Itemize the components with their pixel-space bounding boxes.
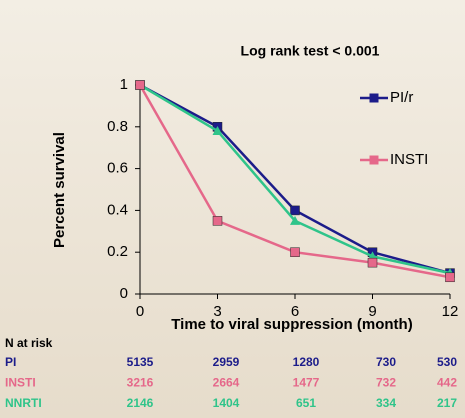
y-axis-label: Percent survival — [51, 132, 68, 248]
marker — [446, 273, 455, 282]
risk-value: 730 — [376, 355, 396, 369]
risk-row-label: INSTI — [5, 376, 36, 390]
risk-value: 3216 — [127, 376, 154, 390]
series-line — [140, 85, 450, 273]
risk-value: 2664 — [213, 376, 240, 390]
risk-value: 651 — [296, 396, 316, 410]
legend-label: PI/r — [390, 89, 413, 106]
y-tick-label: 0 — [120, 285, 128, 302]
risk-value: 5135 — [127, 355, 154, 369]
y-tick-label: 0.4 — [107, 201, 128, 218]
y-tick-label: 1 — [120, 76, 128, 93]
x-tick-label: 6 — [291, 303, 299, 320]
risk-value: 2959 — [213, 355, 240, 369]
marker — [291, 206, 300, 215]
y-tick-label: 0.6 — [107, 160, 128, 177]
legend-marker — [370, 94, 379, 103]
x-tick-label: 12 — [442, 303, 459, 320]
risk-value: 442 — [437, 376, 457, 390]
risk-value: 2146 — [127, 396, 154, 410]
risk-value: 217 — [437, 396, 457, 410]
risk-row-label: PI — [5, 355, 16, 369]
risk-value: 732 — [376, 376, 396, 390]
x-tick-label: 9 — [368, 303, 376, 320]
x-tick-label: 0 — [136, 303, 144, 320]
risk-value: 1477 — [293, 376, 320, 390]
risk-table-title: N at risk — [5, 336, 53, 350]
risk-value: 1404 — [213, 396, 240, 410]
risk-row-label: NNRTI — [5, 396, 42, 410]
marker — [291, 248, 300, 257]
risk-value: 1280 — [293, 355, 320, 369]
legend-marker — [370, 156, 379, 165]
y-tick-label: 0.2 — [107, 243, 128, 260]
x-tick-label: 3 — [213, 303, 221, 320]
chart-title: Log rank test < 0.001 — [241, 43, 380, 59]
legend-label: INSTI — [390, 151, 428, 168]
marker — [213, 216, 222, 225]
risk-value: 530 — [437, 355, 457, 369]
marker — [136, 81, 145, 90]
chart: Log rank test < 0.001 Percent survival T… — [0, 0, 465, 418]
risk-value: 334 — [376, 396, 396, 410]
y-tick-label: 0.8 — [107, 118, 128, 135]
marker — [368, 258, 377, 267]
